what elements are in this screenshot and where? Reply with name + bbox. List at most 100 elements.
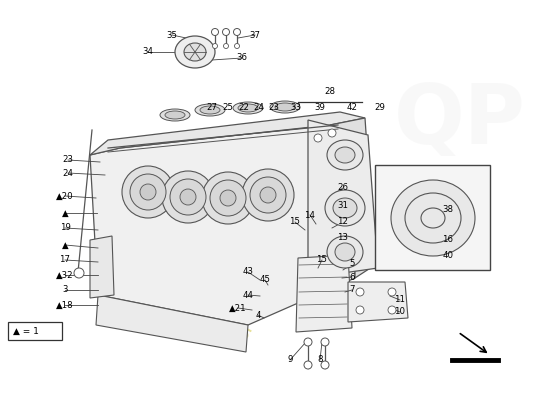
Ellipse shape	[304, 338, 312, 346]
Text: 15: 15	[289, 218, 300, 226]
Text: ▲21: ▲21	[229, 304, 247, 312]
Text: 8: 8	[317, 356, 323, 364]
Text: 14: 14	[305, 210, 316, 220]
Ellipse shape	[170, 179, 206, 215]
Ellipse shape	[202, 172, 254, 224]
Text: 43: 43	[243, 268, 254, 276]
Text: 36: 36	[236, 54, 248, 62]
Ellipse shape	[220, 190, 236, 206]
Text: 6: 6	[349, 272, 355, 282]
Ellipse shape	[356, 288, 364, 296]
Ellipse shape	[405, 193, 461, 243]
Ellipse shape	[212, 28, 218, 36]
Text: 3: 3	[62, 286, 68, 294]
Text: 11: 11	[394, 296, 405, 304]
Text: ▲ = 1: ▲ = 1	[13, 326, 39, 336]
Ellipse shape	[140, 184, 156, 200]
Text: 29: 29	[375, 104, 386, 112]
Ellipse shape	[74, 268, 84, 278]
Ellipse shape	[210, 180, 246, 216]
Ellipse shape	[238, 104, 258, 112]
Text: 44: 44	[243, 290, 254, 300]
Ellipse shape	[321, 361, 329, 369]
Text: 35: 35	[167, 30, 178, 40]
Text: ▲32: ▲32	[56, 270, 74, 280]
Ellipse shape	[223, 44, 228, 48]
Ellipse shape	[250, 177, 286, 213]
Text: 38: 38	[443, 206, 454, 214]
Text: 27: 27	[206, 104, 217, 112]
Text: 17: 17	[59, 256, 70, 264]
Ellipse shape	[335, 243, 355, 261]
Text: ▲: ▲	[62, 208, 68, 218]
Ellipse shape	[162, 171, 214, 223]
Text: 24: 24	[63, 168, 74, 178]
Ellipse shape	[327, 236, 363, 268]
Ellipse shape	[200, 106, 220, 114]
Text: 7: 7	[349, 286, 355, 294]
Text: a passion since 1985: a passion since 1985	[87, 246, 252, 344]
Polygon shape	[348, 282, 408, 322]
Text: 4: 4	[255, 310, 261, 320]
Ellipse shape	[234, 28, 240, 36]
Text: 22: 22	[239, 104, 250, 112]
Ellipse shape	[275, 103, 295, 111]
Ellipse shape	[122, 166, 174, 218]
Polygon shape	[90, 125, 355, 325]
Ellipse shape	[233, 102, 263, 114]
Text: ▲18: ▲18	[56, 300, 74, 310]
Text: 25: 25	[223, 104, 234, 112]
Text: 9: 9	[287, 356, 293, 364]
Text: 33: 33	[290, 104, 301, 112]
Ellipse shape	[325, 190, 365, 226]
Text: 19: 19	[59, 224, 70, 232]
Text: 34: 34	[142, 48, 153, 56]
Ellipse shape	[421, 208, 445, 228]
Ellipse shape	[333, 198, 357, 218]
Text: ▲20: ▲20	[56, 192, 74, 200]
Text: 13: 13	[338, 234, 349, 242]
Ellipse shape	[270, 101, 300, 113]
Ellipse shape	[184, 43, 206, 61]
Polygon shape	[330, 118, 375, 278]
Text: 40: 40	[443, 252, 454, 260]
Ellipse shape	[195, 104, 225, 116]
Ellipse shape	[165, 111, 185, 119]
Ellipse shape	[130, 174, 166, 210]
Text: 39: 39	[315, 104, 326, 112]
Ellipse shape	[212, 44, 217, 48]
Ellipse shape	[314, 134, 322, 142]
Ellipse shape	[335, 147, 355, 163]
Polygon shape	[90, 112, 365, 155]
Ellipse shape	[223, 28, 229, 36]
Ellipse shape	[327, 140, 363, 170]
Text: 23: 23	[63, 156, 74, 164]
Ellipse shape	[180, 189, 196, 205]
Text: ▲: ▲	[62, 240, 68, 250]
Text: 28: 28	[324, 88, 336, 96]
Text: 10: 10	[394, 308, 405, 316]
Ellipse shape	[260, 187, 276, 203]
Text: 23: 23	[268, 104, 279, 112]
Text: 45: 45	[260, 276, 271, 284]
Polygon shape	[96, 295, 248, 352]
Text: 26: 26	[338, 184, 349, 192]
Text: 15: 15	[316, 256, 327, 264]
Ellipse shape	[391, 180, 475, 256]
Ellipse shape	[242, 169, 294, 221]
Ellipse shape	[160, 109, 190, 121]
Text: 12: 12	[338, 218, 349, 226]
Text: 42: 42	[346, 104, 358, 112]
Bar	[375, 165, 490, 270]
Ellipse shape	[304, 361, 312, 369]
Ellipse shape	[175, 36, 215, 68]
Text: 31: 31	[338, 200, 349, 210]
Text: 24: 24	[254, 104, 265, 112]
Bar	[8, 322, 62, 340]
Ellipse shape	[388, 288, 396, 296]
Ellipse shape	[321, 338, 329, 346]
Ellipse shape	[388, 306, 396, 314]
Polygon shape	[90, 236, 114, 298]
Text: QP: QP	[394, 80, 526, 160]
Polygon shape	[308, 120, 378, 278]
